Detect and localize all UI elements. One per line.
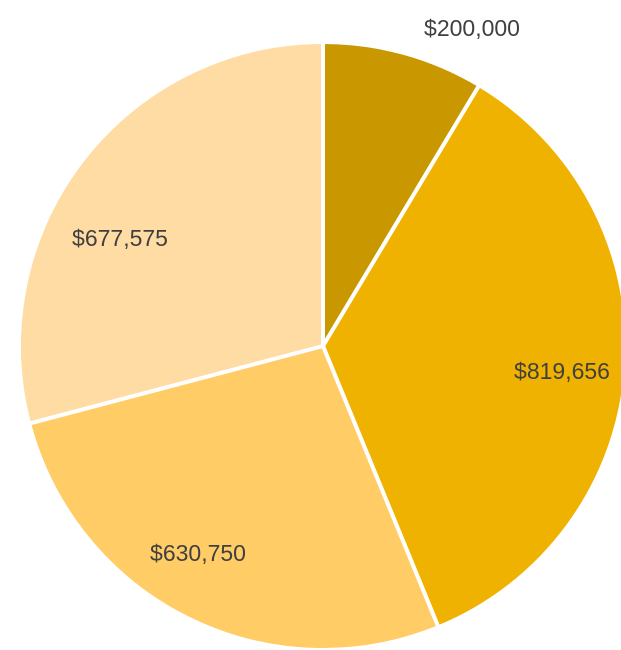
pie-slice-3-label: $630,750: [150, 540, 246, 566]
pie-slice-1: [321, 40, 482, 348]
pie-slice-4-label: $677,575: [72, 225, 168, 251]
pie-slices: [17, 40, 621, 650]
pie-slice-4: [17, 40, 325, 426]
pie-slice-2: [321, 83, 621, 630]
pie-slice-1-label: $200,000: [424, 15, 520, 41]
pie-slice-2-label: $819,656: [514, 358, 610, 384]
pie-slice-3: [27, 344, 441, 650]
pie-data-labels: $200,000 $819,656 $630,750 $677,575: [72, 15, 610, 566]
